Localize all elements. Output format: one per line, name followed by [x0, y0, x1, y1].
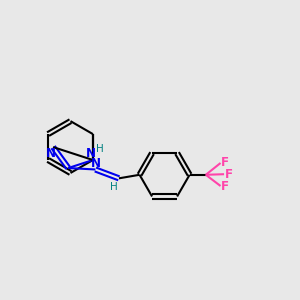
Text: N: N: [91, 157, 101, 169]
Text: F: F: [221, 156, 229, 169]
Text: N: N: [86, 147, 96, 160]
Text: H: H: [110, 182, 118, 192]
Text: F: F: [225, 168, 233, 181]
Text: F: F: [221, 180, 229, 193]
Text: N: N: [46, 147, 56, 160]
Text: H: H: [95, 144, 103, 154]
